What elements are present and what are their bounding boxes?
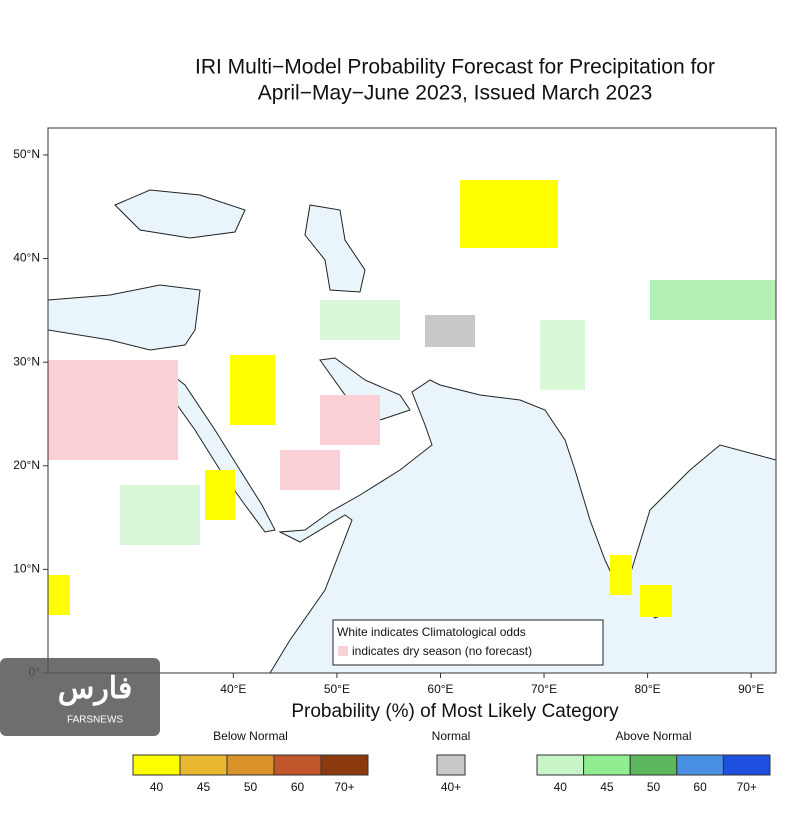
legend-label: 70+: [737, 780, 757, 794]
y-tick-label: 30°N: [13, 354, 40, 368]
red-sea: [158, 363, 276, 533]
legend-label: 50: [244, 780, 258, 794]
legend-label: 60: [291, 780, 305, 794]
legend-group-name: Above Normal: [615, 729, 691, 743]
legend-label: 40: [150, 780, 164, 794]
normal-area: [425, 315, 475, 347]
land: [47, 127, 777, 674]
note-line: White indicates Climatological odds: [337, 625, 526, 639]
black-sea: [114, 189, 246, 239]
below-normal-area: [48, 575, 70, 615]
above-normal-area: [120, 485, 200, 545]
title-line: IRI Multi−Model Probability Forecast for…: [195, 56, 715, 79]
x-tick-label: 60°E: [427, 682, 453, 696]
note-swatch: [338, 646, 348, 656]
legend-label: 50: [647, 780, 661, 794]
dry-season-area: [320, 395, 380, 445]
legend-swatch: [273, 754, 322, 776]
legend-label: 40: [554, 780, 568, 794]
y-tick-label: 10°N: [13, 562, 40, 576]
legend-swatch: [132, 754, 181, 776]
legend-group-name: Below Normal: [213, 729, 288, 743]
x-tick-label: 40°E: [220, 682, 246, 696]
above-normal-area: [650, 280, 776, 320]
note-line: indicates dry season (no forecast): [352, 644, 532, 658]
legend-label: 45: [197, 780, 211, 794]
legend-swatch: [179, 754, 228, 776]
x-tick-label: 70°E: [531, 682, 557, 696]
watermark: FARSNEWS: [67, 715, 123, 726]
caspian-sea: [304, 204, 366, 293]
legend-swatch: [583, 754, 631, 776]
legend-swatch: [436, 754, 466, 776]
map: White indicates Climatological odds indi…: [47, 127, 777, 674]
y-tick-label: 20°N: [13, 458, 40, 472]
legend-swatch: [722, 754, 771, 776]
below-normal-area: [640, 585, 672, 617]
legend-label: 45: [600, 780, 614, 794]
legend-swatch: [629, 754, 678, 776]
x-tick-label: 90°E: [738, 682, 764, 696]
legend-swatch: [676, 754, 724, 776]
map-ticks: 40°E 50°E 60°E 70°E 80°E 90°E 50°N 40°N 30°N 20°N…: [13, 147, 764, 696]
legend-group-name: Normal: [432, 729, 471, 743]
legend-title: Probability (%) of Most Likely Category: [291, 701, 619, 722]
dry-season-area: [280, 450, 340, 490]
mediterranean: [47, 284, 201, 351]
above-normal-area: [540, 320, 585, 390]
x-tick-label: 50°E: [324, 682, 350, 696]
legend-swatch: [320, 754, 369, 776]
legend-label: 70+: [334, 780, 354, 794]
title-line: April−May−June 2023, Issued March 2023: [258, 82, 653, 105]
below-normal-area: [460, 180, 558, 248]
dry-season-area: [48, 360, 178, 460]
watermark: فارس: [58, 672, 133, 706]
legend-label: 40+: [441, 780, 461, 794]
below-normal-area: [610, 555, 632, 595]
legend-swatch: [536, 754, 585, 776]
legend: Below Normal 40 45 50 60 70+ Normal 40+ Above No…: [132, 729, 771, 794]
x-tick-label: 80°E: [635, 682, 661, 696]
above-normal-area: [320, 300, 400, 340]
watermark-box: [0, 658, 160, 736]
below-normal-area: [205, 470, 235, 520]
legend-label: 60: [693, 780, 707, 794]
below-normal-area: [230, 355, 275, 425]
map-frame: [47, 127, 777, 674]
y-tick-label: 40°N: [13, 251, 40, 265]
note-box: [332, 619, 604, 666]
legend-swatch: [226, 754, 275, 776]
y-tick-label: 50°N: [13, 147, 40, 161]
